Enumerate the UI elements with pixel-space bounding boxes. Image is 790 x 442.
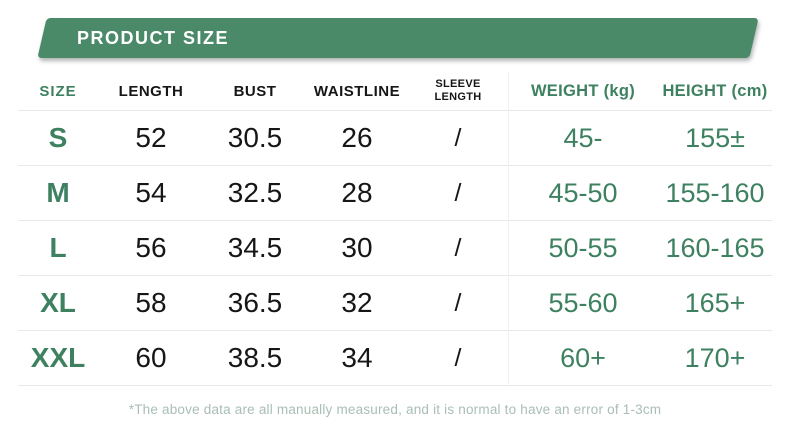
cell-waistline: 32: [341, 287, 373, 318]
cell-waistline: 28: [341, 177, 373, 208]
cell-height: 155±: [685, 122, 745, 153]
header-sleeve-length-label: SLEEVE LENGTH: [434, 77, 482, 103]
cell-bust: 36.5: [227, 287, 283, 318]
cell-sleeve: /: [454, 123, 462, 152]
cell-height: 160-165: [665, 232, 765, 263]
cell-bust: 30.5: [227, 122, 283, 153]
cell-height: 155-160: [665, 177, 765, 208]
cell-sleeve: /: [454, 343, 462, 372]
cell-size: XXL: [30, 342, 86, 373]
footnote: *The above data are all manually measure…: [128, 402, 662, 417]
cell-length: 56: [135, 232, 167, 263]
cell-height: 165+: [684, 287, 746, 318]
cell-size: M: [46, 177, 70, 208]
cell-sleeve: /: [454, 233, 462, 262]
cell-length: 54: [135, 177, 167, 208]
cell-waistline: 30: [341, 232, 373, 263]
cell-size: S: [48, 122, 68, 153]
cell-weight: 45-: [563, 122, 603, 153]
cell-bust: 32.5: [227, 177, 283, 208]
cell-length: 52: [135, 122, 167, 153]
cell-weight: 45-50: [548, 177, 618, 208]
cell-sleeve: /: [454, 178, 462, 207]
cell-weight: 60+: [560, 342, 606, 373]
header-weight: WEIGHT (kg): [530, 81, 636, 100]
table-row-l: L 56 34.5 30 / 50-55 160-165: [18, 221, 772, 276]
cell-bust: 34.5: [227, 232, 283, 263]
banner-title: PRODUCT SIZE: [77, 27, 230, 48]
cell-bust: 38.5: [227, 342, 283, 373]
cell-waistline: 26: [341, 122, 373, 153]
header-waistline: WAISTLINE: [313, 82, 401, 100]
table-header-row: SIZE LENGTH BUST WAISTLINE SLEEVE LENGTH…: [18, 72, 772, 111]
header-sleeve-length: SLEEVE LENGTH: [408, 78, 508, 104]
table-row-s: S 52 30.5 26 / 45- 155±: [18, 111, 772, 166]
cell-weight: 55-60: [548, 287, 618, 318]
header-bust: BUST: [233, 82, 277, 100]
cell-size: XL: [40, 287, 76, 318]
column-divider-line: [508, 72, 509, 386]
cell-length: 58: [135, 287, 167, 318]
header-height: HEIGHT (cm): [662, 81, 768, 100]
header-length: LENGTH: [118, 82, 184, 100]
header-size: SIZE: [39, 82, 77, 100]
cell-size: L: [49, 232, 67, 263]
size-table: SIZE LENGTH BUST WAISTLINE SLEEVE LENGTH…: [18, 72, 772, 386]
cell-sleeve: /: [454, 288, 462, 317]
cell-length: 60: [135, 342, 167, 373]
table-row-xl: XL 58 36.5 32 / 55-60 165+: [18, 276, 772, 331]
cell-weight: 50-55: [548, 232, 618, 263]
table-row-m: M 54 32.5 28 / 45-50 155-160: [18, 166, 772, 221]
table-row-xxl: XXL 60 38.5 34 / 60+ 170+: [18, 331, 772, 386]
cell-height: 170+: [684, 342, 746, 373]
cell-waistline: 34: [341, 342, 373, 373]
